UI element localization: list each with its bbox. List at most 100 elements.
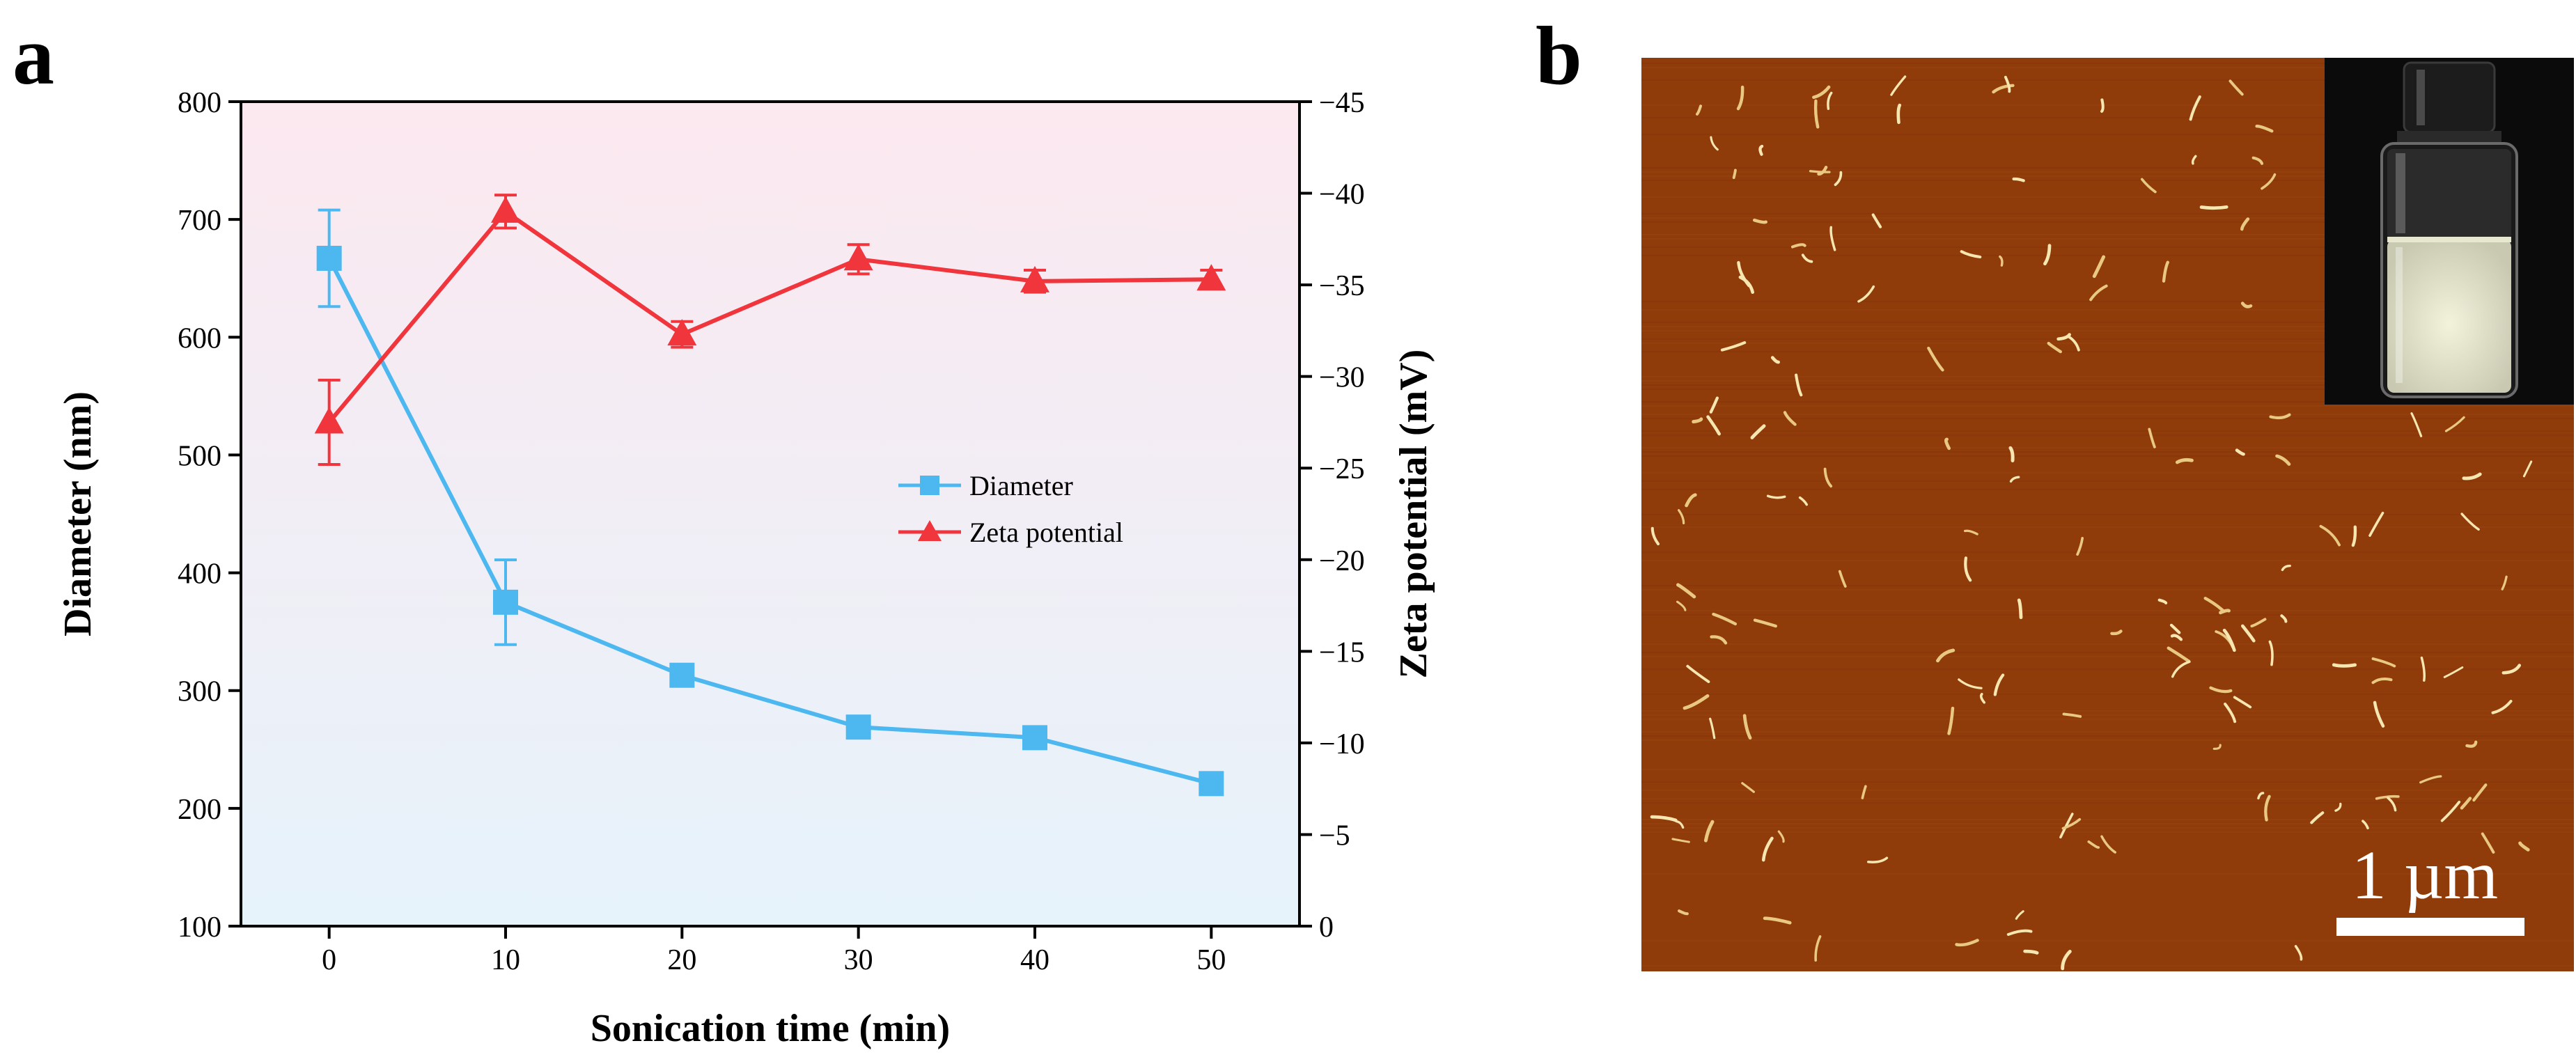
nanofiber [2222, 628, 2236, 652]
panel-label-b: b [1536, 9, 1582, 102]
nanofiber [2100, 835, 2116, 854]
nanofibers [1650, 75, 2533, 971]
scan-line [1641, 614, 2574, 616]
plot-frame [240, 100, 1301, 928]
nanofiber [1801, 253, 1813, 263]
nanofiber [1741, 782, 1755, 793]
nanofiber [2460, 513, 2480, 531]
scan-line [1641, 401, 2574, 402]
nanofiber [2275, 454, 2291, 466]
nanofiber [1753, 618, 1777, 628]
nanofiber [2444, 416, 2465, 432]
scan-line [1641, 326, 2574, 327]
nanofiber [2294, 945, 2303, 961]
diameter-point [1199, 771, 1224, 797]
nanofiber [1857, 285, 1875, 303]
scan-line [1641, 301, 2574, 302]
nanofiber [2362, 820, 2369, 829]
y2-axis-label: Zeta potential (mV) [1392, 350, 1435, 679]
scan-line [1641, 940, 2574, 941]
right-axis-ticks: 0 −5 −10 −15 −20 −25 −30 −35 −40 −45 [1299, 87, 1365, 944]
y-tick-label: 100 [178, 912, 221, 944]
scan-line [1641, 167, 2574, 169]
nanofiber [1817, 165, 1828, 176]
legend: Diameter Zeta potential [898, 470, 1123, 548]
scan-line [1641, 134, 2574, 135]
nanofiber [1827, 91, 1833, 110]
nanofiber [2501, 664, 2522, 675]
y2-tick-label: −30 [1319, 362, 1365, 394]
plot-area [241, 102, 1299, 926]
nanofiber [2255, 125, 2274, 133]
zeta-point [1020, 265, 1049, 292]
scan-line [1641, 221, 2574, 223]
zeta-point [314, 407, 344, 434]
y2-tick-label: −5 [1319, 820, 1350, 852]
scan-line [1641, 560, 2574, 561]
scan-line [1641, 480, 2574, 482]
scan-line [1641, 217, 2574, 219]
nanofiber [2419, 775, 2442, 784]
nanofiber [2251, 156, 2264, 165]
vial-inset-photo [2325, 58, 2574, 405]
nanofiber [2167, 646, 2191, 663]
scan-line [1641, 790, 2574, 791]
nanofiber [1834, 171, 1843, 187]
scan-line [1641, 117, 2574, 118]
scan-line [1641, 731, 2574, 733]
nanofiber [2228, 79, 2244, 96]
afm-image-panel: 1 µm [1641, 58, 2574, 971]
scan-line [1641, 418, 2574, 419]
nanofiber [1752, 218, 1768, 224]
nanofiber [2280, 614, 2288, 623]
nanofiber [2250, 618, 2267, 628]
zeta-point [491, 196, 520, 223]
scan-line [1641, 714, 2574, 716]
nanofiber [1737, 260, 1751, 288]
nanofiber [2472, 783, 2488, 802]
x-axis-ticks: 0 10 20 30 40 50 [322, 926, 1226, 976]
y-tick-label: 200 [178, 794, 221, 826]
scan-line [1641, 213, 2574, 214]
nanofiber [1732, 169, 1737, 180]
y-tick-label: 700 [178, 205, 221, 237]
nanofiber [2061, 949, 2072, 971]
nanofiber [2175, 457, 2194, 464]
scan-line [1641, 735, 2574, 737]
nanofiber [1838, 570, 1847, 588]
zeta-line [327, 208, 1212, 424]
nanofiber [1783, 411, 1797, 426]
nanofiber [2171, 660, 2191, 678]
nanofiber [1709, 717, 1716, 740]
y-tick-label: 300 [178, 676, 221, 708]
nanofiber [2481, 832, 2495, 854]
nanofiber [1750, 424, 1766, 439]
nanofiber [2522, 460, 2533, 478]
x-tick-label: 30 [844, 944, 873, 976]
y2-tick-label: 0 [1319, 912, 1334, 944]
nanofiber [1710, 635, 1728, 645]
y2-tick-label: −15 [1319, 636, 1365, 668]
nanofiber [2061, 817, 2082, 830]
nanofiber [2006, 929, 2033, 937]
nanofiber [1958, 678, 1983, 689]
legend-diameter-marker [920, 476, 939, 495]
nanofiber [1823, 467, 1833, 488]
scan-line [1641, 414, 2574, 415]
nanofiber [1812, 85, 1831, 100]
nanofiber [2460, 797, 2472, 810]
nanofiber [2110, 629, 2123, 636]
nanofiber [2087, 840, 2100, 849]
left-axis-ticks: 100 200 300 400 500 600 700 800 [178, 87, 241, 944]
nanofiber [1761, 836, 1774, 862]
scan-line [1641, 255, 2574, 256]
nanofiber [1927, 346, 1944, 372]
nanofiber [2268, 640, 2274, 666]
scan-line [1641, 384, 2574, 386]
scan-line [1641, 827, 2574, 829]
y2-tick-label: −20 [1319, 545, 1365, 577]
zeta-series [314, 194, 1226, 466]
scan-line [1641, 330, 2574, 331]
diameter-point [845, 714, 871, 740]
